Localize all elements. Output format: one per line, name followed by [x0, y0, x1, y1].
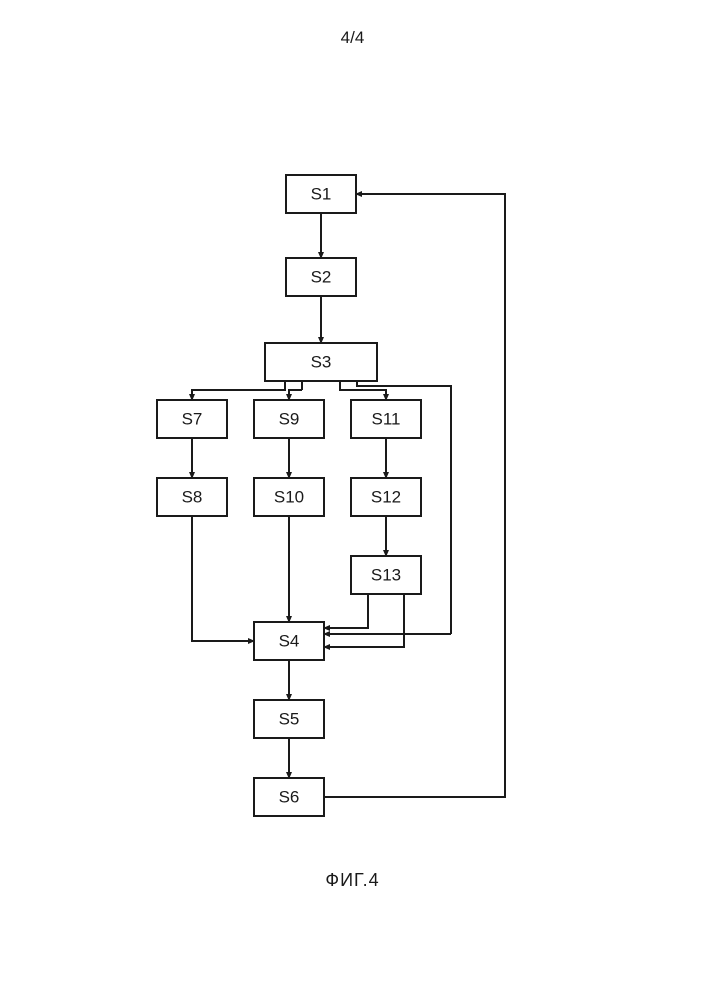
- flow-edge: [324, 594, 368, 628]
- flow-node-label-s10: S10: [274, 487, 304, 506]
- flow-node-s10: S10: [254, 478, 324, 516]
- flow-node-label-s8: S8: [182, 487, 203, 506]
- flow-node-label-s6: S6: [279, 787, 300, 806]
- flow-node-s7: S7: [157, 400, 227, 438]
- flowchart-diagram: S1 S2 S3 S7 S9 S11 S8 S10 S12 S13 S4 S5 S6: [0, 0, 705, 1000]
- flow-node-s1: S1: [286, 175, 356, 213]
- flow-node-label-s11: S11: [372, 409, 401, 428]
- page: 4/4 S1S2S3S7S9S11S8S10S12S13S4S5S6 ФИГ.4: [0, 0, 705, 1000]
- flow-node-s4: S4: [254, 622, 324, 660]
- flow-node-s11: S11: [351, 400, 421, 438]
- flow-node-label-s9: S9: [279, 409, 300, 428]
- flow-node-label-s7: S7: [182, 409, 203, 428]
- figure-caption: ФИГ.4: [0, 870, 705, 891]
- flow-node-s8: S8: [157, 478, 227, 516]
- flow-node-label-s5: S5: [279, 709, 300, 728]
- flow-node-s12: S12: [351, 478, 421, 516]
- flow-node-s13: S13: [351, 556, 421, 594]
- nodes-layer: S1 S2 S3 S7 S9 S11 S8 S10 S12 S13 S4 S5 S6: [157, 175, 421, 816]
- flow-edge: [192, 516, 254, 641]
- flow-node-label-s3: S3: [311, 352, 332, 371]
- flow-node-label-s2: S2: [311, 267, 332, 286]
- flow-node-label-s1: S1: [311, 184, 332, 203]
- flow-node-label-s4: S4: [279, 631, 300, 650]
- flow-edge: [340, 381, 386, 400]
- flow-edge: [324, 594, 404, 647]
- flow-node-s2: S2: [286, 258, 356, 296]
- flow-node-s9: S9: [254, 400, 324, 438]
- flow-edge: [289, 390, 302, 400]
- flow-node-s3: S3: [265, 343, 377, 381]
- flow-edge: [192, 381, 285, 400]
- flow-node-label-s12: S12: [371, 487, 401, 506]
- flow-node-label-s13: S13: [371, 565, 401, 584]
- flow-node-s6: S6: [254, 778, 324, 816]
- flow-node-s5: S5: [254, 700, 324, 738]
